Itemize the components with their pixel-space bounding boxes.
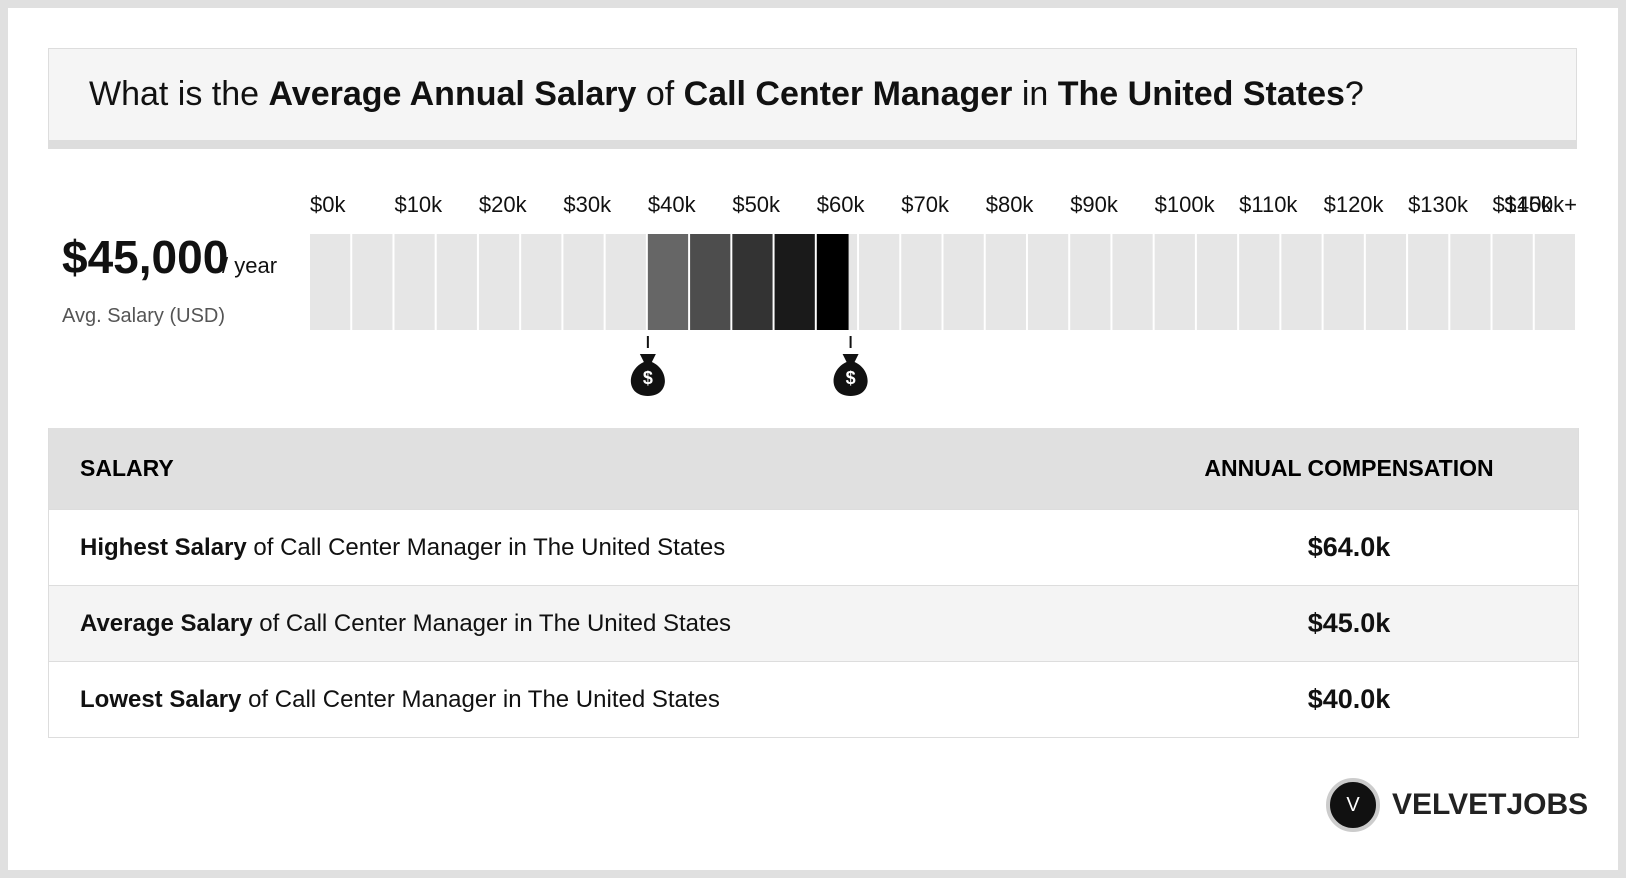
row-label-bold: Lowest Salary: [80, 685, 242, 713]
salary-table: SALARY ANNUAL COMPENSATION Highest Salar…: [48, 428, 1579, 738]
scale-cell: [563, 234, 604, 330]
table-header: SALARY ANNUAL COMPENSATION: [49, 428, 1578, 509]
money-bag: [833, 354, 868, 396]
x-tick-label: $120k: [1324, 192, 1385, 217]
table-row: Lowest Salary of Call Center Manager in …: [49, 661, 1578, 737]
amount-unit: / year: [222, 253, 278, 278]
row-value: $40.0k: [1307, 684, 1391, 714]
x-tick-label: $130k: [1408, 192, 1469, 217]
range-cell: [774, 234, 815, 330]
brand-logo: V: [1326, 778, 1380, 832]
scale-cell: [985, 234, 1026, 330]
scale-cell: [1196, 234, 1238, 330]
title-part: ?: [1344, 75, 1364, 113]
range-cell: [816, 234, 849, 330]
row-value: $45.0k: [1307, 608, 1391, 638]
scale-cell: [901, 234, 942, 330]
x-tick-label: $40k: [648, 192, 697, 217]
title-part: Average Annual Salary: [268, 75, 637, 113]
scale-cell: [436, 234, 477, 330]
range-cell: [690, 234, 731, 330]
amount-caption: Avg. Salary (USD): [62, 305, 226, 327]
row-label-bold: Highest Salary: [80, 533, 247, 561]
range-cell: [647, 234, 689, 330]
brand: V VELVETJOBS: [1326, 778, 1588, 832]
scale-cell: [943, 234, 984, 330]
range-marker: $: [833, 336, 868, 396]
avg-amount: $45,000: [62, 231, 229, 283]
title-part: Call Center Manager: [683, 75, 1013, 113]
title: What is the Average Annual Salary of Cal…: [89, 49, 1364, 140]
row-label: Highest Salary of Call Center Manager in…: [80, 510, 725, 585]
title-part: in: [1012, 75, 1058, 113]
header: What is the Average Annual Salary of Cal…: [48, 48, 1577, 149]
row-value: $64.0k: [1307, 532, 1391, 562]
x-tick-label: $80k: [986, 192, 1035, 217]
x-tick-label: $70k: [901, 192, 950, 217]
x-tick-label: $90k: [1070, 192, 1119, 217]
x-tick-label: $20k: [479, 192, 528, 217]
x-tick-label: $0k: [310, 192, 346, 217]
x-tick-label: $30k: [563, 192, 612, 217]
scale-cell: [1323, 234, 1364, 330]
scale-cell: [1239, 234, 1280, 330]
x-tick-label: $60k: [817, 192, 866, 217]
table-row: Average Salary of Call Center Manager in…: [49, 585, 1578, 661]
money-symbol: $: [643, 368, 653, 388]
range-marker: $: [630, 336, 665, 396]
range-cell: [732, 234, 773, 330]
scale-cell: [1154, 234, 1195, 330]
x-tick-label: $50k: [732, 192, 781, 217]
scale-cell: [1070, 234, 1111, 330]
scale-cell: [1281, 234, 1322, 330]
row-label: Lowest Salary of Call Center Manager in …: [80, 662, 720, 737]
x-tick-label: $150k+: [1504, 192, 1577, 217]
scale-cell: [1365, 234, 1407, 330]
x-tick-label: $100k: [1155, 192, 1216, 217]
salary-scale: $0k $10k $20k $30k $40k $50k $60k $70k $80k $90k $…: [310, 192, 1577, 396]
title-part: The United States: [1057, 75, 1345, 113]
table-row: Highest Salary of Call Center Manager in…: [49, 509, 1578, 585]
scale-cell: [605, 234, 646, 330]
brand-name: VELVETJOBS: [1392, 788, 1589, 821]
row-label-text: of Call Center Manager in The United Sta…: [241, 685, 720, 713]
row-label-text: of Call Center Manager in The United Sta…: [252, 609, 732, 637]
salary-range: [647, 234, 849, 330]
x-tick-label: $10k: [394, 192, 443, 217]
title-part: What is the: [89, 75, 269, 113]
card: What is the Average Annual Salary of Cal…: [8, 8, 1618, 870]
row-label: Average Salary of Call Center Manager in…: [80, 586, 731, 661]
x-tick-label: $140k: [1493, 192, 1554, 217]
title-part: of: [636, 75, 684, 113]
x-tick-label: $110k: [1239, 192, 1298, 217]
scale-cell: [1534, 234, 1575, 330]
row-label-text: of Call Center Manager in The United Sta…: [246, 533, 726, 561]
money-symbol: $: [846, 368, 856, 388]
scale-cell: [1408, 234, 1449, 330]
header-cell: ANNUAL COMPENSATION: [1204, 455, 1494, 481]
scale-cell: [478, 234, 520, 330]
scale-cell: [310, 234, 351, 330]
row-label-bold: Average Salary: [80, 609, 253, 637]
scale-cell: [352, 234, 393, 330]
scale-cell: [859, 234, 900, 330]
scale-cell: [1450, 234, 1491, 330]
money-bag: [630, 354, 665, 396]
scale-cell: [1112, 234, 1153, 330]
scale-cell: [521, 234, 562, 330]
header-cell: SALARY: [80, 455, 174, 481]
scale-cell: [1027, 234, 1069, 330]
scale-cell: [394, 234, 435, 330]
scale-cell: [1492, 234, 1533, 330]
